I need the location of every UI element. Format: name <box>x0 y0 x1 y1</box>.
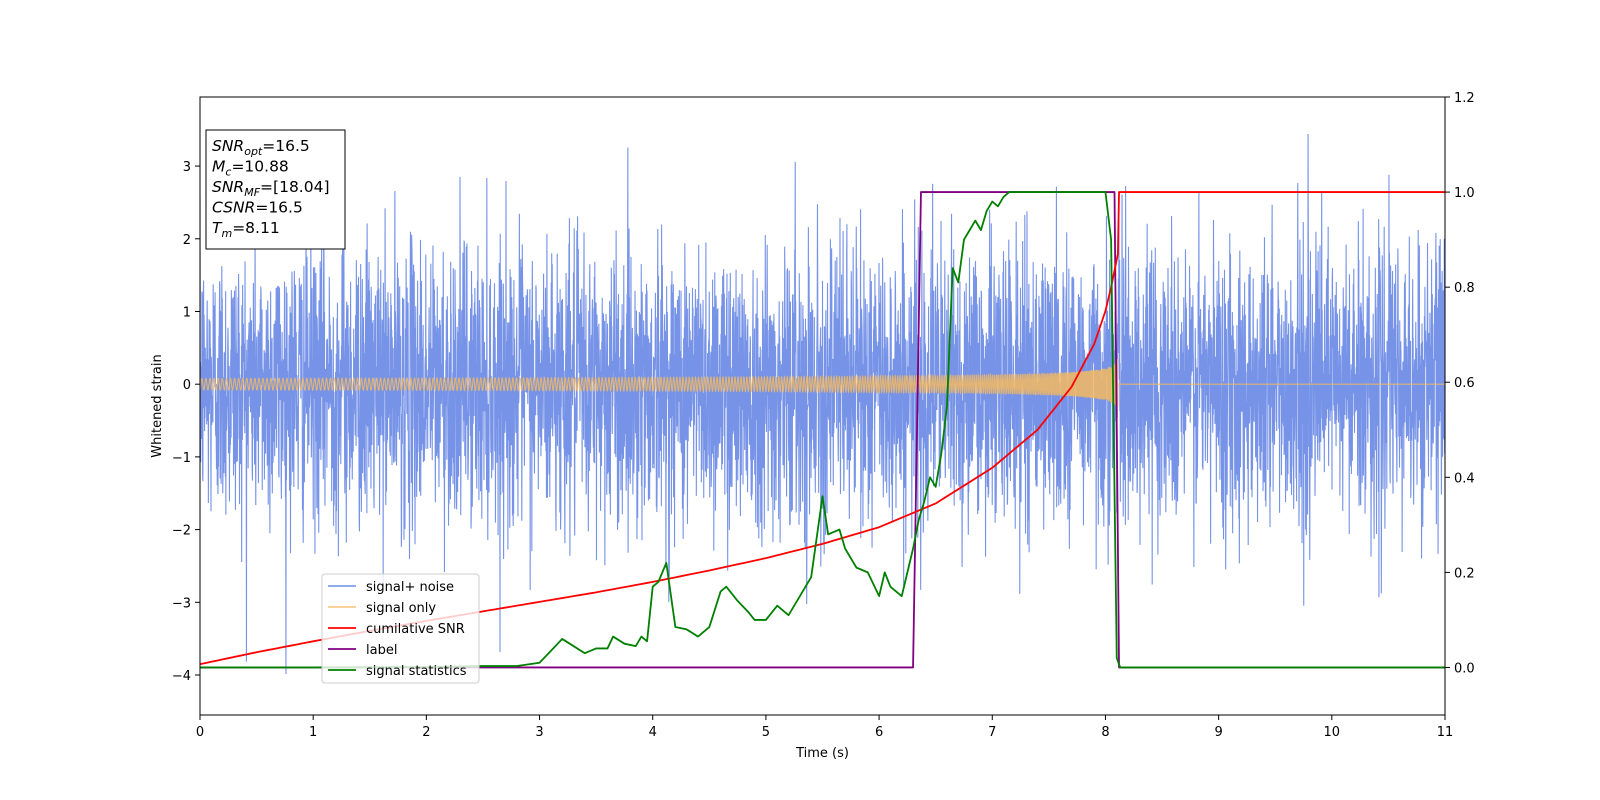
y-left-tick-label: −4 <box>172 669 191 684</box>
info-line: Tm=8.11 <box>212 219 280 240</box>
x-tick-label: 8 <box>1101 725 1109 740</box>
info-line: CSNR=16.5 <box>212 199 303 217</box>
y-right-tick-label: 0.2 <box>1454 566 1475 581</box>
x-tick-label: 3 <box>535 725 543 740</box>
y-right-tick-label: 0.6 <box>1454 376 1475 391</box>
y-left-tick-label: 0 <box>183 378 191 393</box>
y-right-tick-label: 0.0 <box>1454 661 1475 676</box>
y-right-tick-label: 0.8 <box>1454 281 1475 296</box>
legend-entry: signal statistics <box>366 664 467 679</box>
x-tick-label: 10 <box>1324 725 1341 740</box>
legend <box>321 573 480 684</box>
y-left-tick-label: −3 <box>172 596 191 611</box>
y-left-tick-label: 1 <box>183 305 191 320</box>
x-tick-label: 1 <box>309 725 317 740</box>
series-signal-plus-noise <box>200 134 1445 675</box>
x-tick-label: 7 <box>988 725 996 740</box>
x-tick-label: 0 <box>196 725 204 740</box>
y-right-tick-label: 1.0 <box>1454 186 1475 201</box>
legend-entry: signal+ noise <box>366 580 454 595</box>
x-tick-label: 9 <box>1214 725 1222 740</box>
info-line: SNRopt=16.5 <box>212 137 310 158</box>
x-tick-label: 5 <box>762 725 770 740</box>
y-left-tick-label: 3 <box>183 160 191 175</box>
y-left-tick-label: 2 <box>183 233 191 248</box>
info-box <box>205 129 346 250</box>
y-left-tick-label: −1 <box>172 451 191 466</box>
y-axis-label: Whitened strain <box>150 354 165 457</box>
y-right-tick-label: 0.4 <box>1454 471 1475 486</box>
x-tick-label: 6 <box>875 725 883 740</box>
legend-entry: cumilative SNR <box>366 622 465 637</box>
plot-frame <box>199 96 1446 716</box>
info-line: Mc=10.88 <box>212 158 289 179</box>
x-tick-label: 4 <box>649 725 657 740</box>
series-signal-only <box>200 358 1445 407</box>
series-signal-statistics <box>200 191 1445 669</box>
x-axis-label: Time (s) <box>795 746 849 761</box>
x-tick-label: 11 <box>1437 725 1454 740</box>
legend-entry: label <box>366 643 397 658</box>
info-line: SNRMF=[18.04] <box>212 178 330 199</box>
x-tick-label: 2 <box>422 725 430 740</box>
y-right-tick-label: 1.2 <box>1454 91 1475 106</box>
y-left-tick-label: −2 <box>172 524 191 539</box>
legend-entry: signal only <box>366 601 436 616</box>
